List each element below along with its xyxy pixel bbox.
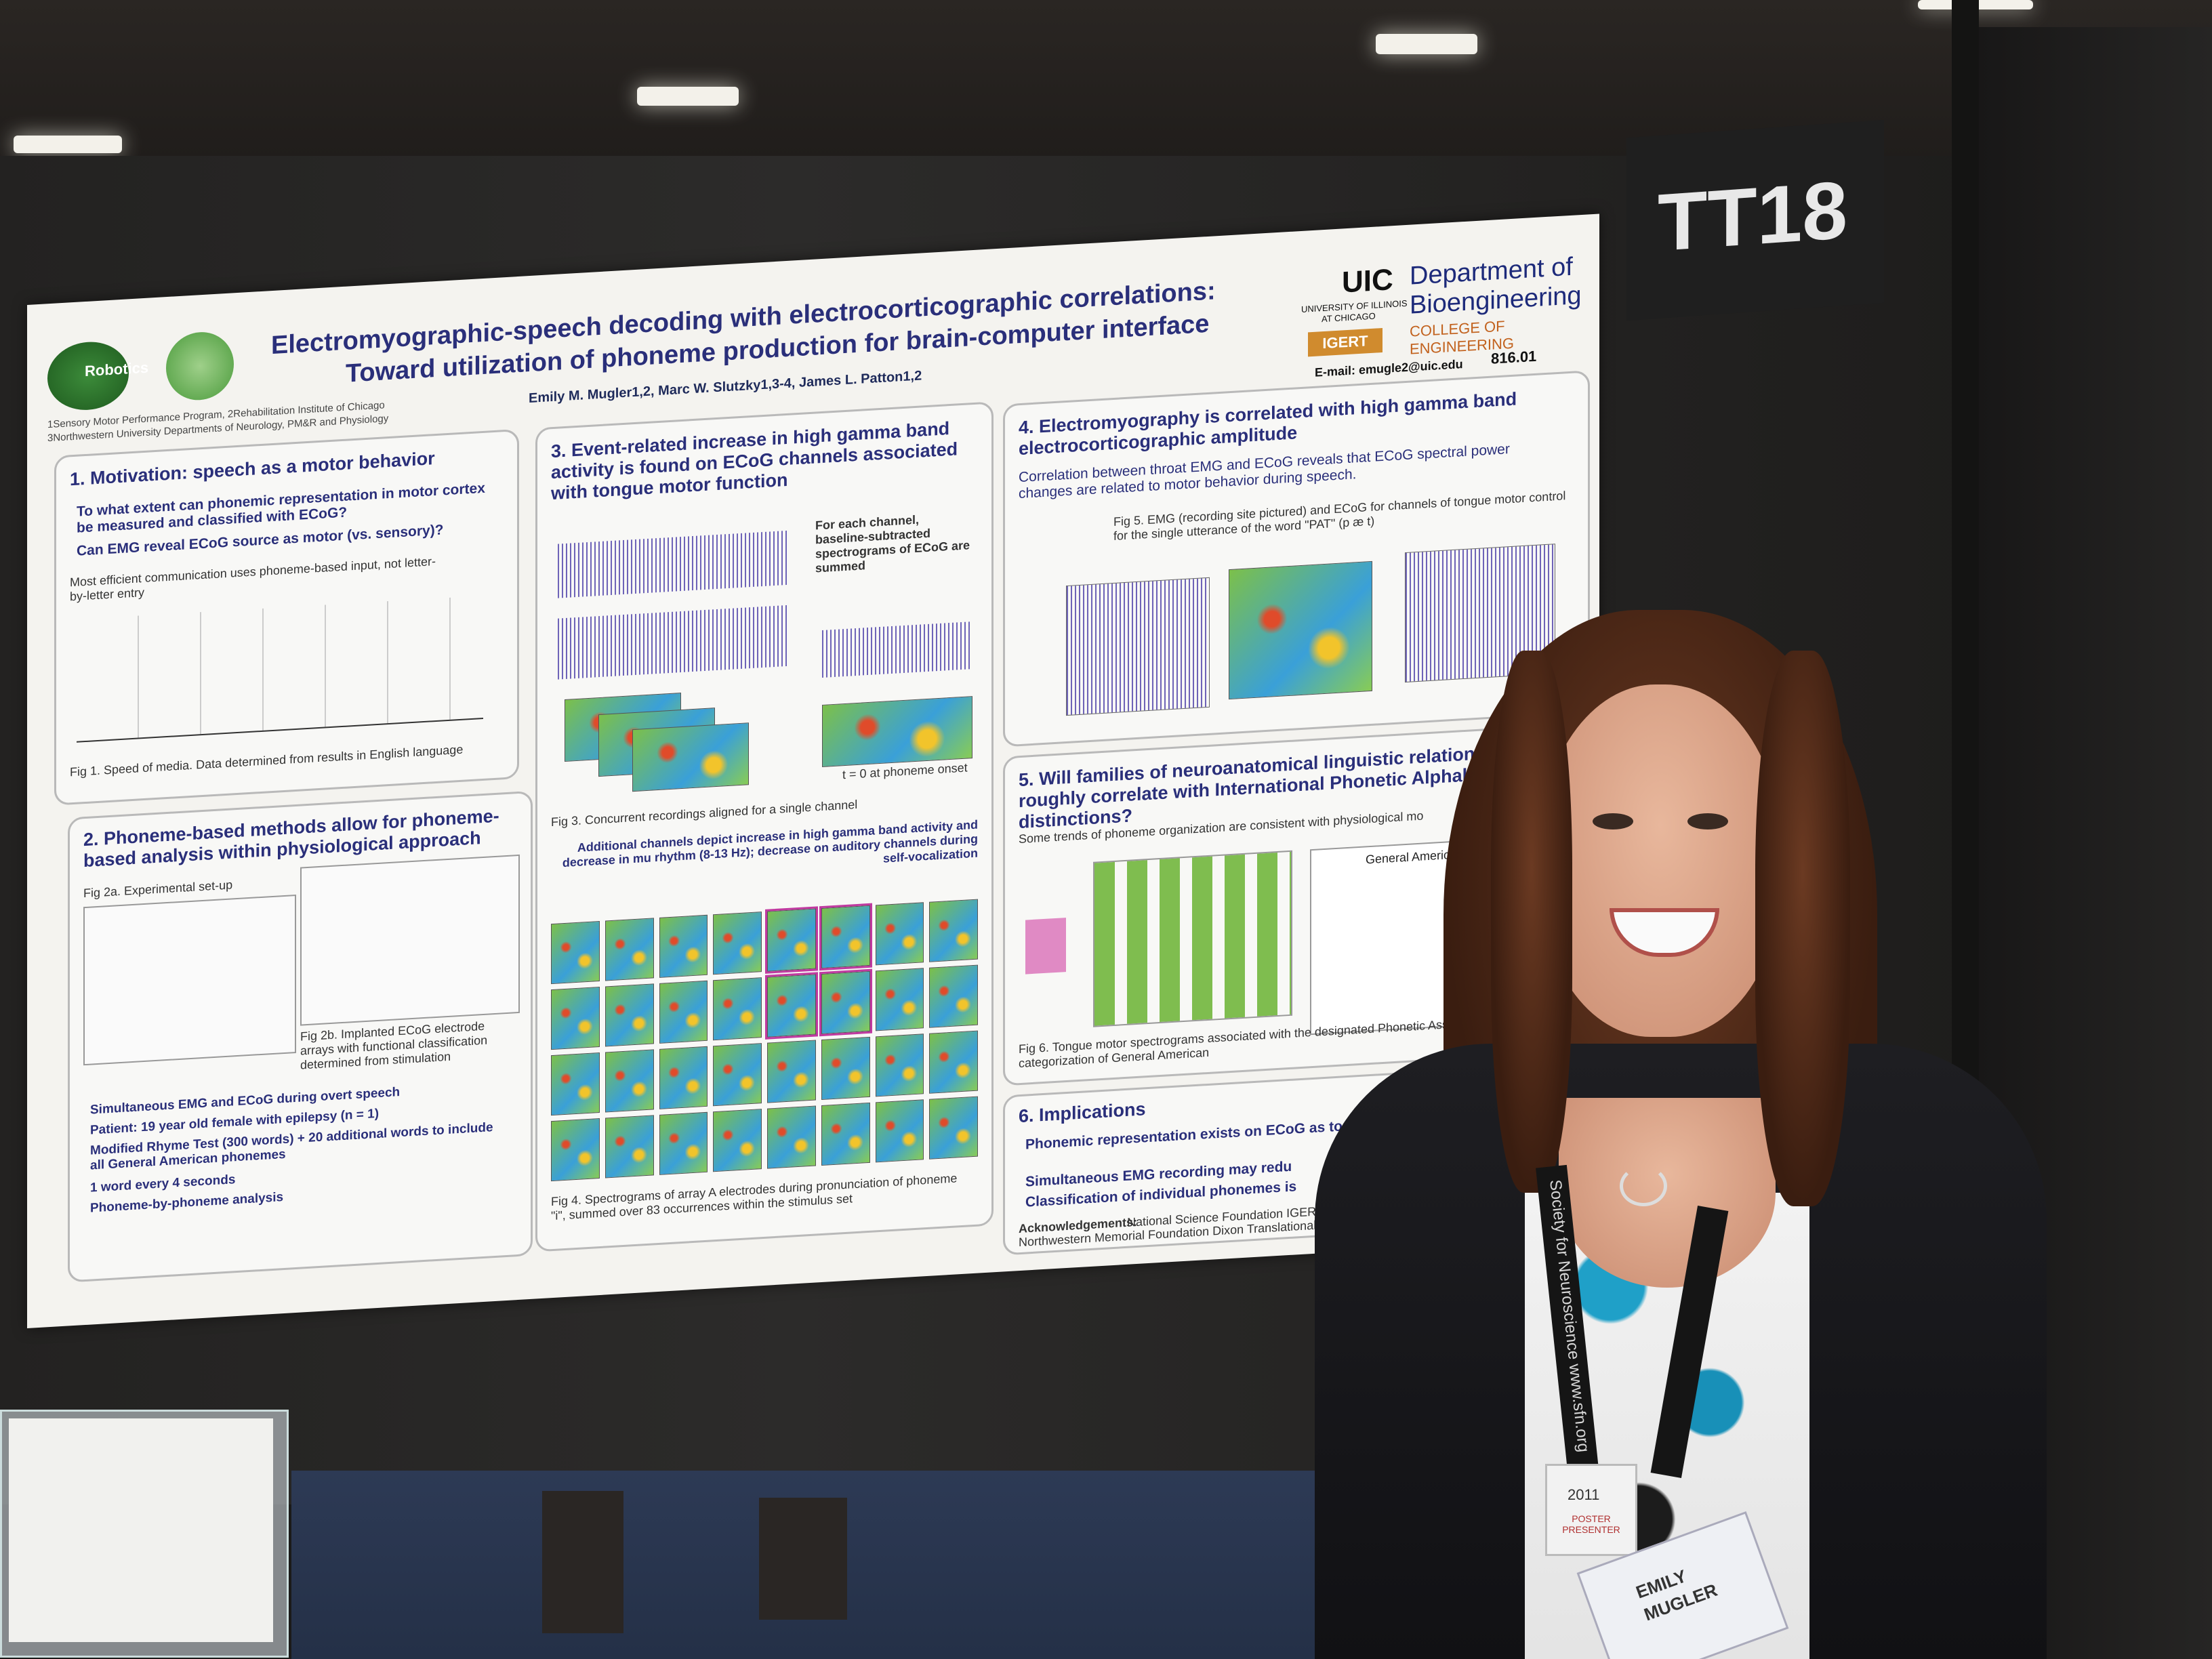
phoneme-spectrogram-chart [1093,850,1292,1027]
grid-spectrogram [659,914,708,978]
grid-spectrogram [929,899,978,962]
mini-poster-flyer [9,1418,273,1642]
fig-1-caption: Fig 1. Speed of media. Data determined f… [70,742,464,779]
grid-spectrogram [605,918,654,981]
fig-2a-caption: Fig 2a. Experimental set-up [83,878,233,901]
poster-number: 816.01 [1491,347,1537,367]
booth-number: TT18 [1658,164,1848,269]
section-1-note: Most efficient communication uses phonem… [70,554,436,604]
grid-spectrogram [659,980,708,1044]
badge-ribbon: 2011 POSTER PRESENTER [1545,1464,1637,1556]
section-3-extra: Additional channels depict increase in h… [562,817,978,870]
grid-spectrogram [551,987,600,1050]
booth-number-sign: TT18 [1626,119,1884,321]
panel-methods: 2. Phoneme-based methods allow for phone… [68,790,533,1283]
legend-swatch [1025,918,1066,975]
fig-2b-caption: Fig 2b. Implanted ECoG electrode arrays … [300,1019,488,1072]
passerby-legs [542,1491,623,1633]
panel-emg-correlation: 4. Electromyography is correlated with h… [1003,370,1590,747]
presenter-face [1538,684,1782,1037]
spectrogram [632,722,749,792]
ceiling-light [637,87,739,106]
grid-spectrogram [551,921,600,985]
necklace-pendant [1620,1166,1667,1206]
uic-sub-2: AT CHICAGO [1322,310,1376,325]
grid-spectrogram [819,968,872,1037]
grid-spectrogram [929,1030,978,1094]
grid-spectrogram [713,912,762,975]
summed-spectrogram [822,696,972,767]
emg-plot [1066,577,1210,716]
section-6-heading: 6. Implications [1019,1099,1146,1127]
grid-spectrogram [875,902,924,966]
presenter-smile [1610,908,1719,957]
passerby-legs [759,1498,847,1620]
grid-spectrogram [713,977,762,1041]
setup-illustration [83,894,296,1066]
ecog-trace [558,530,788,598]
grid-spectrogram [821,1036,870,1101]
grid-spectrogram [551,1118,600,1182]
presenter-hair-right [1755,651,1850,1206]
grid-spectrogram [875,1033,924,1097]
grid-spectrogram [713,1109,762,1172]
flyer-holder [0,1410,289,1658]
grid-spectrogram [819,903,872,971]
grid-spectrogram [713,1043,762,1107]
presenter-hair-left [1491,651,1572,1193]
grid-spectrogram [767,1105,816,1169]
electrode-illustration [300,854,520,1026]
grid-spectrogram [765,906,818,974]
section-3-side-note: For each channel, baseline-subtracted sp… [815,512,970,575]
grid-spectrogram [551,1052,600,1116]
panel-results-ecog: 3. Event-related increase in high gamma … [535,401,994,1252]
badge-year: 2011 [1568,1486,1600,1503]
robotics-logo: Robotics [47,340,148,413]
grid-spectrogram [875,968,924,1031]
grid-spectrogram [605,983,654,1047]
fig-3-caption: Fig 3. Concurrent recordings aligned for… [551,797,858,830]
ceiling-light [14,136,122,153]
grid-spectrogram [765,972,818,1040]
grid-spectrogram [929,964,978,1028]
badge-role: POSTER PRESENTER [1562,1513,1620,1535]
grid-spectrogram [821,1102,870,1166]
grid-spectrogram [767,1040,816,1103]
electrode-spectrogram-grid [551,899,978,1182]
grid-spectrogram [605,1049,654,1113]
summed-trace [822,621,971,678]
raw-trace [558,605,788,680]
speed-of-media-figure [77,595,483,743]
presenter-neck [1559,1098,1776,1288]
robotics-logo-text: Robotics [85,359,149,380]
fig-4-caption: Fig 4. Spectrograms of array A electrode… [551,1171,958,1223]
poster-email: E-mail: emugle2@uic.edu [1315,357,1463,380]
grid-spectrogram [929,1096,978,1160]
igert-logo: IGERT [1308,328,1382,357]
fig-5-caption: Fig 5. EMG (recording site pictured) and… [1113,489,1566,544]
presenter-eye [1593,813,1633,830]
grid-spectrogram [605,1115,654,1179]
tongue-spectrogram [1229,560,1372,700]
panel-motivation: 1. Motivation: speech as a motor behavio… [54,428,519,806]
tree-logo [166,330,234,403]
grid-spectrogram [659,1111,708,1175]
grid-spectrogram [659,1046,708,1109]
section-1-heading: 1. Motivation: speech as a motor behavio… [70,448,435,490]
section-3-heading: 3. Event-related increase in high gamma … [551,418,958,504]
grid-spectrogram [875,1099,924,1163]
uic-logo: UIC [1342,263,1393,300]
ceiling-light [1376,34,1477,54]
presenter-eye [1687,813,1728,830]
